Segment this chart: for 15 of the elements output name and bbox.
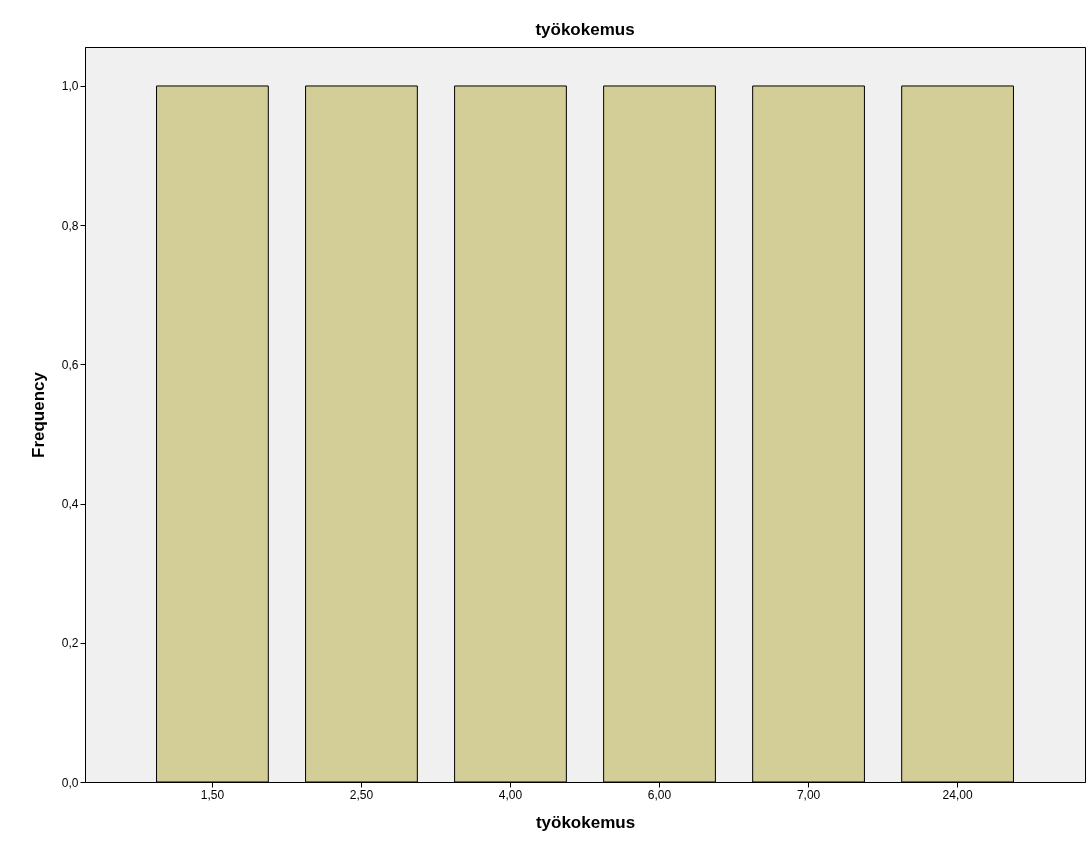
y-tick-label: 0,0 [61, 775, 79, 790]
y-tick-label: 0,2 [61, 636, 79, 651]
x-tick-label: 4,00 [498, 787, 523, 802]
x-tick-label: 7,00 [796, 787, 821, 802]
y-tick-label: 0,8 [61, 218, 79, 233]
chart-title: työkokemus [535, 20, 635, 39]
x-tick-label: 24,00 [942, 787, 973, 802]
y-tick-label: 0,4 [61, 497, 79, 512]
y-tick-label: 0,6 [61, 357, 79, 372]
x-tick-label: 1,50 [200, 787, 225, 802]
y-tick-label: 1,0 [61, 79, 79, 94]
x-axis-title: työkokemus [535, 812, 636, 832]
x-tick-label: 6,00 [647, 787, 672, 802]
x-tick-label: 2,50 [349, 787, 374, 802]
y-axis-title: Frequency [28, 371, 48, 458]
